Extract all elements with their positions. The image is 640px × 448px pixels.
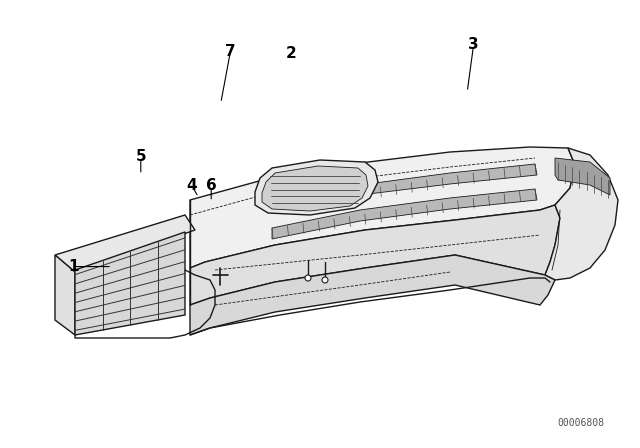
Text: 5: 5 <box>136 149 146 164</box>
Polygon shape <box>75 232 185 335</box>
Text: 3: 3 <box>468 37 479 52</box>
Circle shape <box>322 277 328 283</box>
Polygon shape <box>190 255 555 335</box>
Text: 6: 6 <box>206 178 216 194</box>
Polygon shape <box>255 160 378 215</box>
Polygon shape <box>190 205 560 305</box>
Polygon shape <box>272 164 537 213</box>
Text: 7: 7 <box>225 44 236 59</box>
Polygon shape <box>190 147 575 268</box>
Text: 00006808: 00006808 <box>558 418 605 428</box>
Text: 1: 1 <box>68 259 79 274</box>
Text: 2: 2 <box>286 46 296 61</box>
Polygon shape <box>262 166 368 211</box>
Text: 4: 4 <box>187 178 197 194</box>
Polygon shape <box>55 215 195 272</box>
Circle shape <box>305 275 311 281</box>
Polygon shape <box>555 158 610 195</box>
Polygon shape <box>545 148 618 280</box>
Polygon shape <box>55 255 75 335</box>
Polygon shape <box>272 189 537 239</box>
